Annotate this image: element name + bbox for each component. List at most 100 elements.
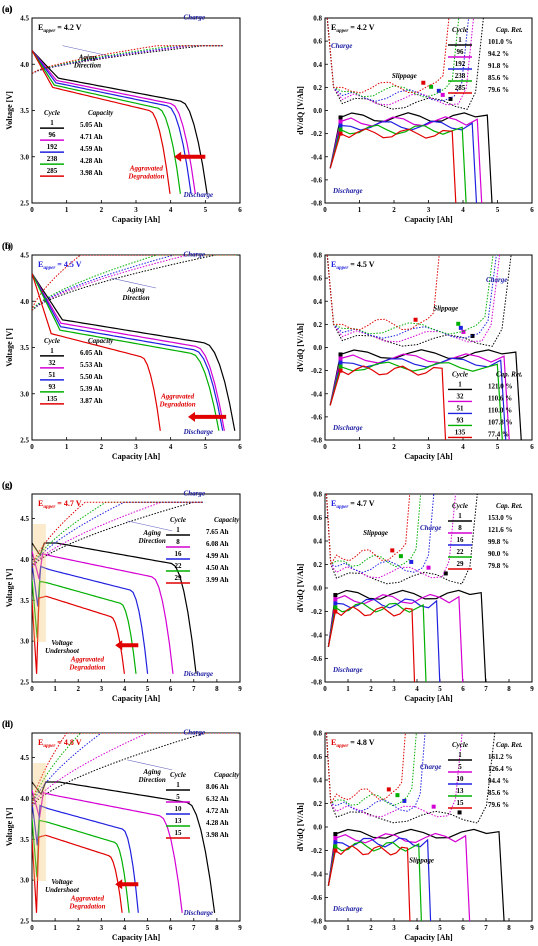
y-tick-label: -0.6: [311, 655, 323, 663]
y-tick-label: 0.2: [313, 561, 322, 569]
legend-value-5: 6.32 Ah: [206, 795, 229, 803]
peak-marker-cycle-192: [338, 123, 343, 128]
x-tick-label: 0: [30, 443, 34, 451]
aggravated-degradation-label: Aggravated: [70, 895, 105, 903]
y-tick-label: 3.5: [20, 107, 29, 115]
y-tick-label: 0.0: [313, 585, 322, 593]
legend: Cycle Capacity 1 7.65 Ah 8 6.08 Ah 16 4.99 Ah 22…: [166, 516, 240, 584]
discharge-curve-cycle-285: [32, 50, 171, 194]
legend-cycle-1: 1: [50, 347, 54, 355]
degradation-arrow-icon: [188, 411, 227, 422]
charge-annotation: Charge: [331, 42, 352, 50]
legend-cycle-8: 8: [176, 538, 180, 546]
x-tick-label: 8: [215, 924, 219, 932]
aging-direction-label: Direction: [121, 294, 149, 302]
aggravated-degradation-label: Aggravated: [129, 165, 164, 173]
peak-marker-cycle-135: [413, 317, 418, 322]
charge-annotation: Charge: [184, 14, 205, 22]
x-tick-label: 8: [507, 685, 511, 693]
upper-voltage-label: Eupper = 4.2 V: [38, 23, 82, 34]
legend-header-value: Cap. Ret.: [496, 741, 523, 749]
y-tick-label: -0.2: [311, 367, 323, 375]
charge-curve-cycle-1: [32, 733, 238, 807]
panel-e: (e) 0 1 2 3 4 5 6 -0.8 -0.6 -0.4 -0.2 0.0 0.2 0.4 0.6 0.…: [2, 4, 534, 224]
x-tick-label: 6: [530, 206, 534, 214]
y-tick-label: 4.0: [20, 795, 29, 803]
voltage-undershoot-label: Voltage: [51, 878, 72, 886]
x-tick-label: 7: [484, 924, 488, 932]
legend-value-192: 91.8 %: [488, 62, 509, 70]
discharge-annotation: Discharge: [332, 666, 363, 674]
charge-dvdq-cycle-135: [326, 255, 440, 331]
discharge-annotation: Discharge: [183, 670, 214, 678]
slippage-label: Slippage: [363, 529, 388, 537]
x-tick-label: 0: [323, 443, 327, 451]
x-tick-label: 9: [238, 924, 242, 932]
charge-curve-cycle-13: [32, 733, 238, 807]
legend-value-285: 3.98 Ah: [80, 169, 103, 177]
x-tick-label: 2: [392, 206, 396, 214]
charge-dvdq-cycle-1: [325, 733, 496, 824]
charge-curve-cycle-8: [32, 501, 203, 568]
x-tick-label: 6: [530, 443, 534, 451]
discharge-curve-cycle-96: [32, 50, 196, 194]
y-tick-label: -0.6: [311, 413, 323, 421]
discharge-dvdq-cycle-1: [327, 589, 487, 682]
x-tick-label: 4: [415, 685, 419, 693]
discharge-curve-cycle-8: [32, 551, 174, 674]
x-tick-label: 4: [169, 443, 173, 451]
y-tick-label: -0.8: [311, 918, 323, 926]
x-tick-label: 6: [461, 924, 465, 932]
voltage-undershoot-label: Undershoot: [45, 647, 80, 655]
charge-dvdq-cycle-29: [325, 494, 411, 567]
peak-marker-cycle-29: [333, 609, 338, 614]
x-tick-label: 0: [30, 206, 34, 214]
x-tick-label: 5: [438, 924, 442, 932]
panel-g: (g) 0 1 2 3 4 5 6 7 8 9 -0.8 -0.6 -0.4 -0.2 0.0 0.2 0.4 0.…: [2, 480, 534, 703]
legend-value-22: 90.0 %: [488, 550, 509, 558]
legend-value-1: 5.05 Ah: [80, 121, 103, 129]
peak-marker-cycle-29: [390, 548, 395, 553]
y-tick-label: 0.8: [313, 15, 322, 23]
plot-frame: [324, 732, 533, 922]
y-tick-label: -0.8: [311, 679, 323, 687]
charge-dvdq-cycle-1: [325, 494, 478, 585]
aggravated-degradation-label: Degradation: [159, 400, 196, 408]
peak-marker-cycle-285: [338, 131, 343, 136]
legend-header-value: Cap. Ret.: [496, 502, 523, 510]
legend-header-value: Capacity: [88, 109, 114, 117]
legend-cycle-29: 29: [175, 574, 183, 582]
discharge-curve-cycle-15: [32, 834, 123, 913]
charge-curve-cycle-16: [32, 501, 203, 568]
y-tick-label: 2.5: [20, 200, 29, 208]
x-axis-label: Capacity [Ah]: [404, 215, 453, 224]
y-axis-label: dV/dQ [V/Ah]: [296, 802, 305, 851]
plot-area: [326, 255, 522, 440]
y-tick-label: 4.5: [20, 252, 29, 260]
y-axis-label: Voltage [V]: [5, 91, 14, 130]
discharge-dvdq-cycle-238: [329, 124, 467, 203]
legend-cycle-16: 16: [175, 550, 183, 558]
upper-voltage-label: Eupper = 4.7 V: [38, 499, 82, 510]
legend-cycle-192: 192: [47, 143, 58, 151]
y-tick-label: 4.5: [20, 15, 29, 23]
legend-cycle-96: 96: [457, 48, 465, 56]
discharge-dvdq-cycle-8: [327, 593, 464, 682]
y-axis-label: dV/dQ [V/Ah]: [296, 563, 305, 612]
x-axis-label: Capacity [Ah]: [112, 215, 161, 224]
discharge-dvdq-cycle-93: [329, 361, 503, 440]
legend-cycle-1: 1: [458, 36, 462, 44]
panel-label: (d): [2, 719, 13, 729]
charge-curve-cycle-135: [32, 255, 237, 311]
x-tick-label: 5: [496, 206, 500, 214]
legend-header-cycle: Cycle: [452, 370, 468, 378]
y-axis-label: dV/dQ [V/Ah]: [296, 323, 305, 372]
slippage-label: Slippage: [409, 856, 434, 864]
legend-header-value: Capacity: [214, 516, 240, 524]
x-tick-label: 4: [169, 206, 173, 214]
peak-marker-cycle-1: [470, 333, 475, 338]
x-tick-label: 1: [346, 924, 350, 932]
legend: Cycle Capacity 1 6.05 Ah 32 5.53 Ah 51 5.50 Ah 9…: [40, 337, 114, 405]
upper-voltage-label: Eupper = 4.8 V: [38, 738, 82, 749]
discharge-curve-cycle-5: [32, 790, 183, 913]
